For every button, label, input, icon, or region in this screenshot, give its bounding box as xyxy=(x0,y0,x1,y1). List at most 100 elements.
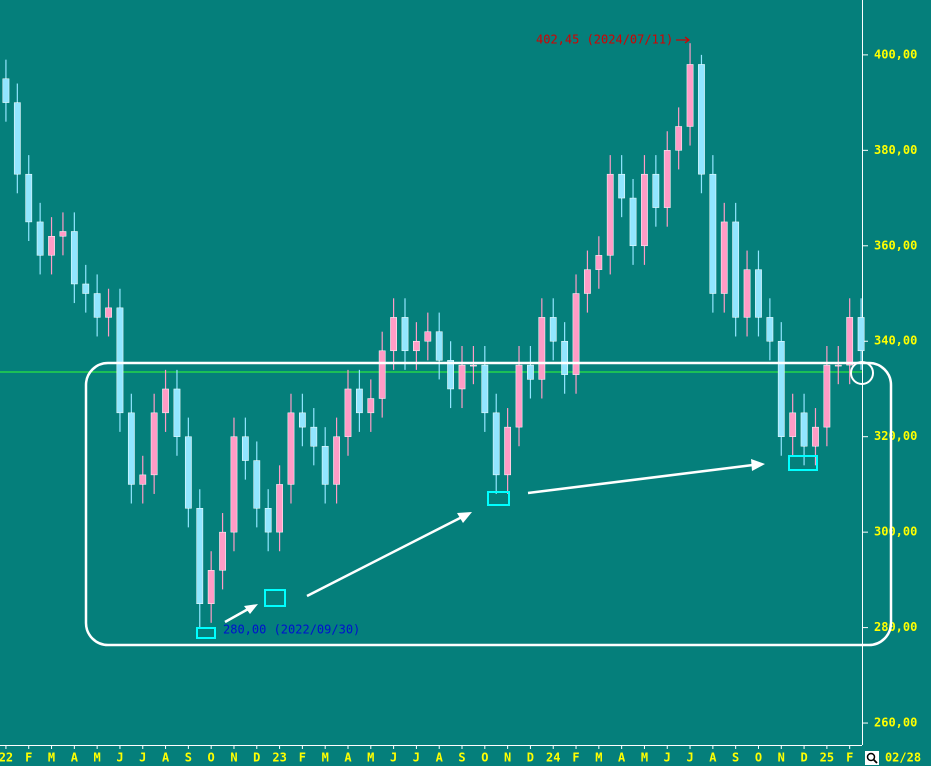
candle-body xyxy=(470,364,477,367)
x-tick-label: 24 xyxy=(546,751,560,765)
highlight-circle xyxy=(850,361,874,385)
candle-body xyxy=(401,317,409,352)
candle-body xyxy=(698,64,705,175)
candle-body xyxy=(378,350,386,399)
x-tick-label: N xyxy=(504,751,511,765)
x-tick-label: A xyxy=(71,751,79,765)
candle-body xyxy=(310,426,318,447)
candle-body xyxy=(253,460,261,509)
candle-body xyxy=(93,293,101,318)
candle-body xyxy=(504,426,512,476)
candle-body xyxy=(116,307,124,414)
x-tick-label: D xyxy=(253,751,260,765)
candle-body xyxy=(789,412,797,437)
x-tick-label: J xyxy=(139,751,146,765)
candle-body xyxy=(766,317,774,342)
zoom-icon[interactable] xyxy=(865,751,879,765)
candle-body xyxy=(823,364,831,428)
x-tick-label: A xyxy=(162,751,170,765)
candle-body xyxy=(743,269,751,318)
x-tick-label: S xyxy=(732,751,739,765)
arrowhead xyxy=(684,36,690,44)
x-tick-label: A xyxy=(436,751,444,765)
candle-body xyxy=(720,221,728,294)
candle-body xyxy=(2,78,10,103)
x-tick-label: N xyxy=(230,751,237,765)
candle-body xyxy=(36,221,44,256)
candle-body xyxy=(812,426,819,447)
x-tick-label: F xyxy=(846,751,853,765)
y-tick-label: 260,00 xyxy=(874,716,917,730)
x-tick-label: M xyxy=(322,751,329,765)
candle-body xyxy=(709,173,717,294)
y-tick-label: 300,00 xyxy=(874,525,917,539)
candle-body xyxy=(264,508,272,533)
low-marker xyxy=(264,589,286,607)
x-tick-label: J xyxy=(686,751,693,765)
candle-body xyxy=(173,388,181,437)
trend-arrows xyxy=(224,459,765,624)
x-tick-label: O xyxy=(481,751,488,765)
zoom-glyph xyxy=(866,752,876,762)
candle-body xyxy=(70,231,78,285)
x-tick-label: M xyxy=(595,751,602,765)
x-tick-label: O xyxy=(208,751,215,765)
low-marker xyxy=(788,455,818,471)
x-tick-label: 23 xyxy=(272,751,286,765)
y-tick-label: 380,00 xyxy=(874,143,917,157)
candle-body xyxy=(321,445,329,485)
candle-body xyxy=(641,173,648,247)
candle-body xyxy=(241,436,249,461)
candle-body xyxy=(686,64,694,127)
candle-body xyxy=(413,340,420,352)
low-annotation: 280,00 (2022/09/30) xyxy=(223,623,360,637)
x-tick-label: N xyxy=(778,751,785,765)
overlay-shapes xyxy=(84,361,893,647)
candle-body xyxy=(732,221,740,318)
x-tick-label: A xyxy=(618,751,626,765)
candle-body xyxy=(184,436,192,509)
high-annotation: 402,45 (2024/07/11) xyxy=(536,33,673,47)
candle-body xyxy=(834,364,842,367)
candle-body xyxy=(618,173,626,199)
arrowhead xyxy=(244,604,258,614)
candle-body xyxy=(492,412,500,476)
low-marker xyxy=(196,627,216,639)
candle-body xyxy=(48,235,55,256)
candle-body xyxy=(777,340,785,437)
arrow xyxy=(306,515,463,598)
candle-body xyxy=(538,317,546,380)
candle-body xyxy=(162,388,169,414)
candle-body xyxy=(356,388,363,414)
candle-body xyxy=(846,317,854,366)
candle-body xyxy=(298,412,306,428)
candle-body xyxy=(196,508,204,604)
arrowhead xyxy=(457,512,472,523)
candle-body xyxy=(447,360,454,390)
candle-body xyxy=(25,173,33,223)
candle-body xyxy=(572,293,580,375)
candle-body xyxy=(857,317,865,352)
candle-body xyxy=(82,283,90,294)
candle-body xyxy=(652,173,660,208)
candle-body xyxy=(435,331,443,361)
x-tick-label: F xyxy=(25,751,32,765)
candle-body xyxy=(561,340,569,375)
candle-body xyxy=(230,436,238,533)
candle-body xyxy=(333,436,340,485)
x-tick-label: A xyxy=(344,751,352,765)
x-tick-label: M xyxy=(48,751,55,765)
x-tick-label: A xyxy=(709,751,717,765)
candle-body xyxy=(481,364,489,414)
x-tick-label: M xyxy=(94,751,101,765)
low-marker xyxy=(487,491,510,506)
y-tick-label: 280,00 xyxy=(874,620,917,634)
x-tick-label: O xyxy=(755,751,762,765)
x-tick-label: S xyxy=(185,751,192,765)
candle-body xyxy=(800,412,808,447)
candle-body xyxy=(629,197,637,247)
candle-body xyxy=(424,331,432,342)
candle-body xyxy=(663,150,671,208)
